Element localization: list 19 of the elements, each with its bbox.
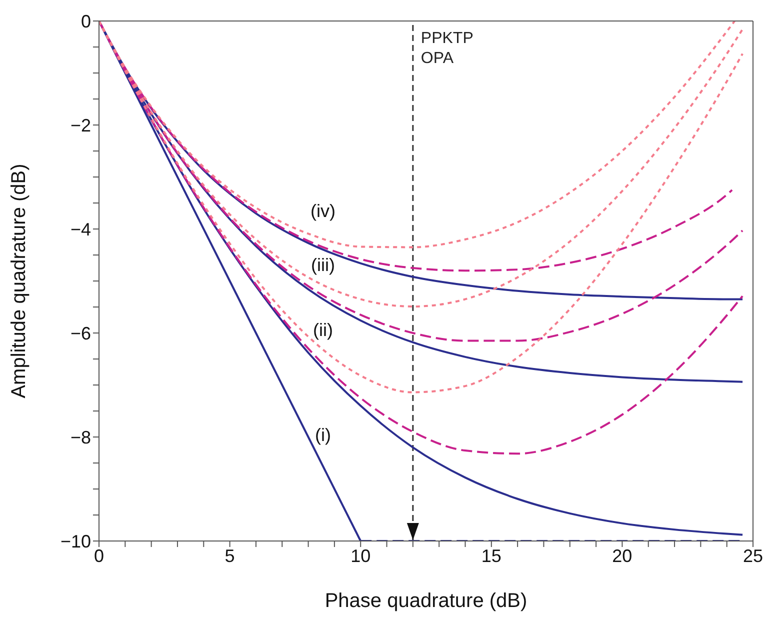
x-tick-label: 0	[94, 546, 104, 566]
y-axis-title: Amplitude quadrature (dB)	[8, 164, 30, 398]
y-tick-label: −8	[70, 427, 91, 448]
y-tick-label: 0	[80, 11, 91, 32]
x-axis-title: Phase quadrature (dB)	[324, 590, 528, 612]
annotation: (ii)	[312, 319, 334, 341]
x-tick-label: 25	[742, 546, 764, 566]
y-tick-label: −6	[70, 323, 91, 344]
x-tick-label: 5	[224, 546, 235, 566]
ref-line-label: PPKTP OPA	[420, 30, 474, 67]
x-tick-label: 20	[612, 546, 632, 566]
y-tick-label: −10	[60, 531, 91, 552]
y-tick-label: −2	[70, 115, 91, 136]
y-tick-label: −4	[70, 219, 91, 240]
x-tick-label: 15	[481, 546, 502, 566]
x-tick-label: 10	[350, 546, 371, 566]
annotation: (iii)	[310, 254, 336, 276]
annotation: (i)	[314, 424, 332, 446]
annotation: (iv)	[310, 200, 336, 222]
